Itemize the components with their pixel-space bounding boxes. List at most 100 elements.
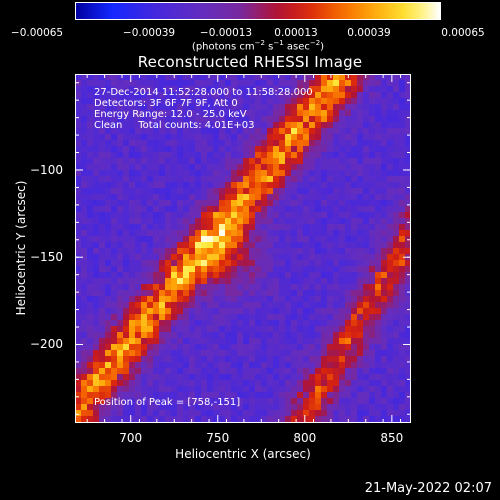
heatmap-pixel	[147, 368, 153, 374]
heatmap-pixel	[81, 350, 87, 356]
heatmap-pixel	[279, 344, 285, 350]
heatmap-pixel	[399, 344, 405, 350]
heatmap-pixel	[405, 392, 411, 398]
heatmap-pixel	[105, 206, 111, 212]
heatmap-pixel	[381, 380, 387, 386]
heatmap-pixel	[159, 350, 165, 356]
heatmap-pixel	[249, 134, 255, 140]
heatmap-pixel	[165, 272, 171, 278]
heatmap-pixel	[153, 266, 159, 272]
heatmap-pixel	[291, 338, 297, 344]
heatmap-pixel	[237, 122, 243, 128]
heatmap-pixel	[339, 326, 345, 332]
heatmap-pixel	[201, 134, 207, 140]
heatmap-pixel	[189, 110, 195, 116]
heatmap-pixel	[165, 146, 171, 152]
heatmap-pixel	[141, 380, 147, 386]
heatmap-pixel	[111, 404, 117, 410]
heatmap-pixel	[321, 314, 327, 320]
heatmap-pixel	[357, 404, 363, 410]
heatmap-pixel	[81, 230, 87, 236]
heatmap-pixel	[177, 314, 183, 320]
heatmap-pixel	[333, 230, 339, 236]
heatmap-pixel	[399, 320, 405, 326]
heatmap-pixel	[81, 386, 87, 392]
heatmap-pixel	[345, 242, 351, 248]
heatmap-pixel	[231, 374, 237, 380]
heatmap-pixel	[285, 308, 291, 314]
heatmap-pixel	[81, 218, 87, 224]
heatmap-pixel	[87, 152, 93, 158]
heatmap-pixel	[345, 338, 351, 344]
heatmap-pixel	[213, 374, 219, 380]
heatmap-pixel	[141, 368, 147, 374]
heatmap-pixel	[321, 242, 327, 248]
heatmap-pixel	[321, 278, 327, 284]
heatmap-pixel	[153, 128, 159, 134]
heatmap-pixel	[153, 326, 159, 332]
heatmap-pixel	[123, 356, 129, 362]
heatmap-pixel	[393, 386, 399, 392]
heatmap-pixel	[273, 122, 279, 128]
heatmap-pixel	[141, 326, 147, 332]
heatmap-pixel	[105, 224, 111, 230]
heatmap-pixel	[339, 92, 345, 98]
heatmap-pixel	[147, 284, 153, 290]
heatmap-pixel	[387, 374, 393, 380]
heatmap-pixel	[249, 152, 255, 158]
heatmap-pixel	[351, 404, 357, 410]
heatmap-pixel	[285, 182, 291, 188]
heatmap-pixel	[141, 212, 147, 218]
heatmap-pixel	[231, 140, 237, 146]
heatmap-pixel	[105, 284, 111, 290]
heatmap-pixel	[369, 380, 375, 386]
heatmap-pixel	[381, 320, 387, 326]
heatmap-pixel	[321, 224, 327, 230]
heatmap-pixel	[123, 386, 129, 392]
heatmap-pixel	[135, 140, 141, 146]
heatmap-pixel	[333, 122, 339, 128]
heatmap-pixel	[189, 170, 195, 176]
heatmap-pixel	[141, 260, 147, 266]
heatmap-pixel	[405, 200, 411, 206]
heatmap-pixel	[387, 134, 393, 140]
heatmap-pixel	[387, 362, 393, 368]
heatmap-pixel	[321, 260, 327, 266]
heatmap-pixel	[321, 164, 327, 170]
heatmap-pixel	[339, 122, 345, 128]
heatmap-pixel	[363, 170, 369, 176]
heatmap-pixel	[303, 326, 309, 332]
heatmap-pixel	[183, 236, 189, 242]
heatmap-pixel	[387, 188, 393, 194]
heatmap-pixel	[111, 362, 117, 368]
heatmap-pixel	[123, 128, 129, 134]
heatmap-pixel	[207, 104, 213, 110]
heatmap-pixel	[291, 398, 297, 404]
heatmap-pixel	[333, 398, 339, 404]
heatmap-pixel	[117, 188, 123, 194]
heatmap-pixel	[75, 410, 81, 416]
heatmap-pixel	[375, 350, 381, 356]
heatmap-pixel	[183, 290, 189, 296]
heatmap-pixel	[117, 350, 123, 356]
heatmap-pixel	[261, 392, 267, 398]
heatmap-pixel	[219, 308, 225, 314]
heatmap-pixel	[279, 92, 285, 98]
heatmap-pixel	[183, 284, 189, 290]
heatmap-pixel	[261, 374, 267, 380]
heatmap-pixel	[99, 224, 105, 230]
heatmap-pixel	[231, 272, 237, 278]
heatmap-pixel	[273, 194, 279, 200]
heatmap-pixel	[183, 254, 189, 260]
heatmap-pixel	[327, 290, 333, 296]
heatmap-pixel	[267, 260, 273, 266]
heatmap-pixel	[201, 206, 207, 212]
heatmap-pixel	[405, 164, 411, 170]
heatmap-pixel	[279, 80, 285, 86]
heatmap-pixel	[279, 176, 285, 182]
heatmap-pixel	[81, 344, 87, 350]
heatmap-pixel	[147, 104, 153, 110]
heatmap-pixel	[387, 320, 393, 326]
heatmap-pixel	[387, 236, 393, 242]
heatmap-pixel	[99, 218, 105, 224]
